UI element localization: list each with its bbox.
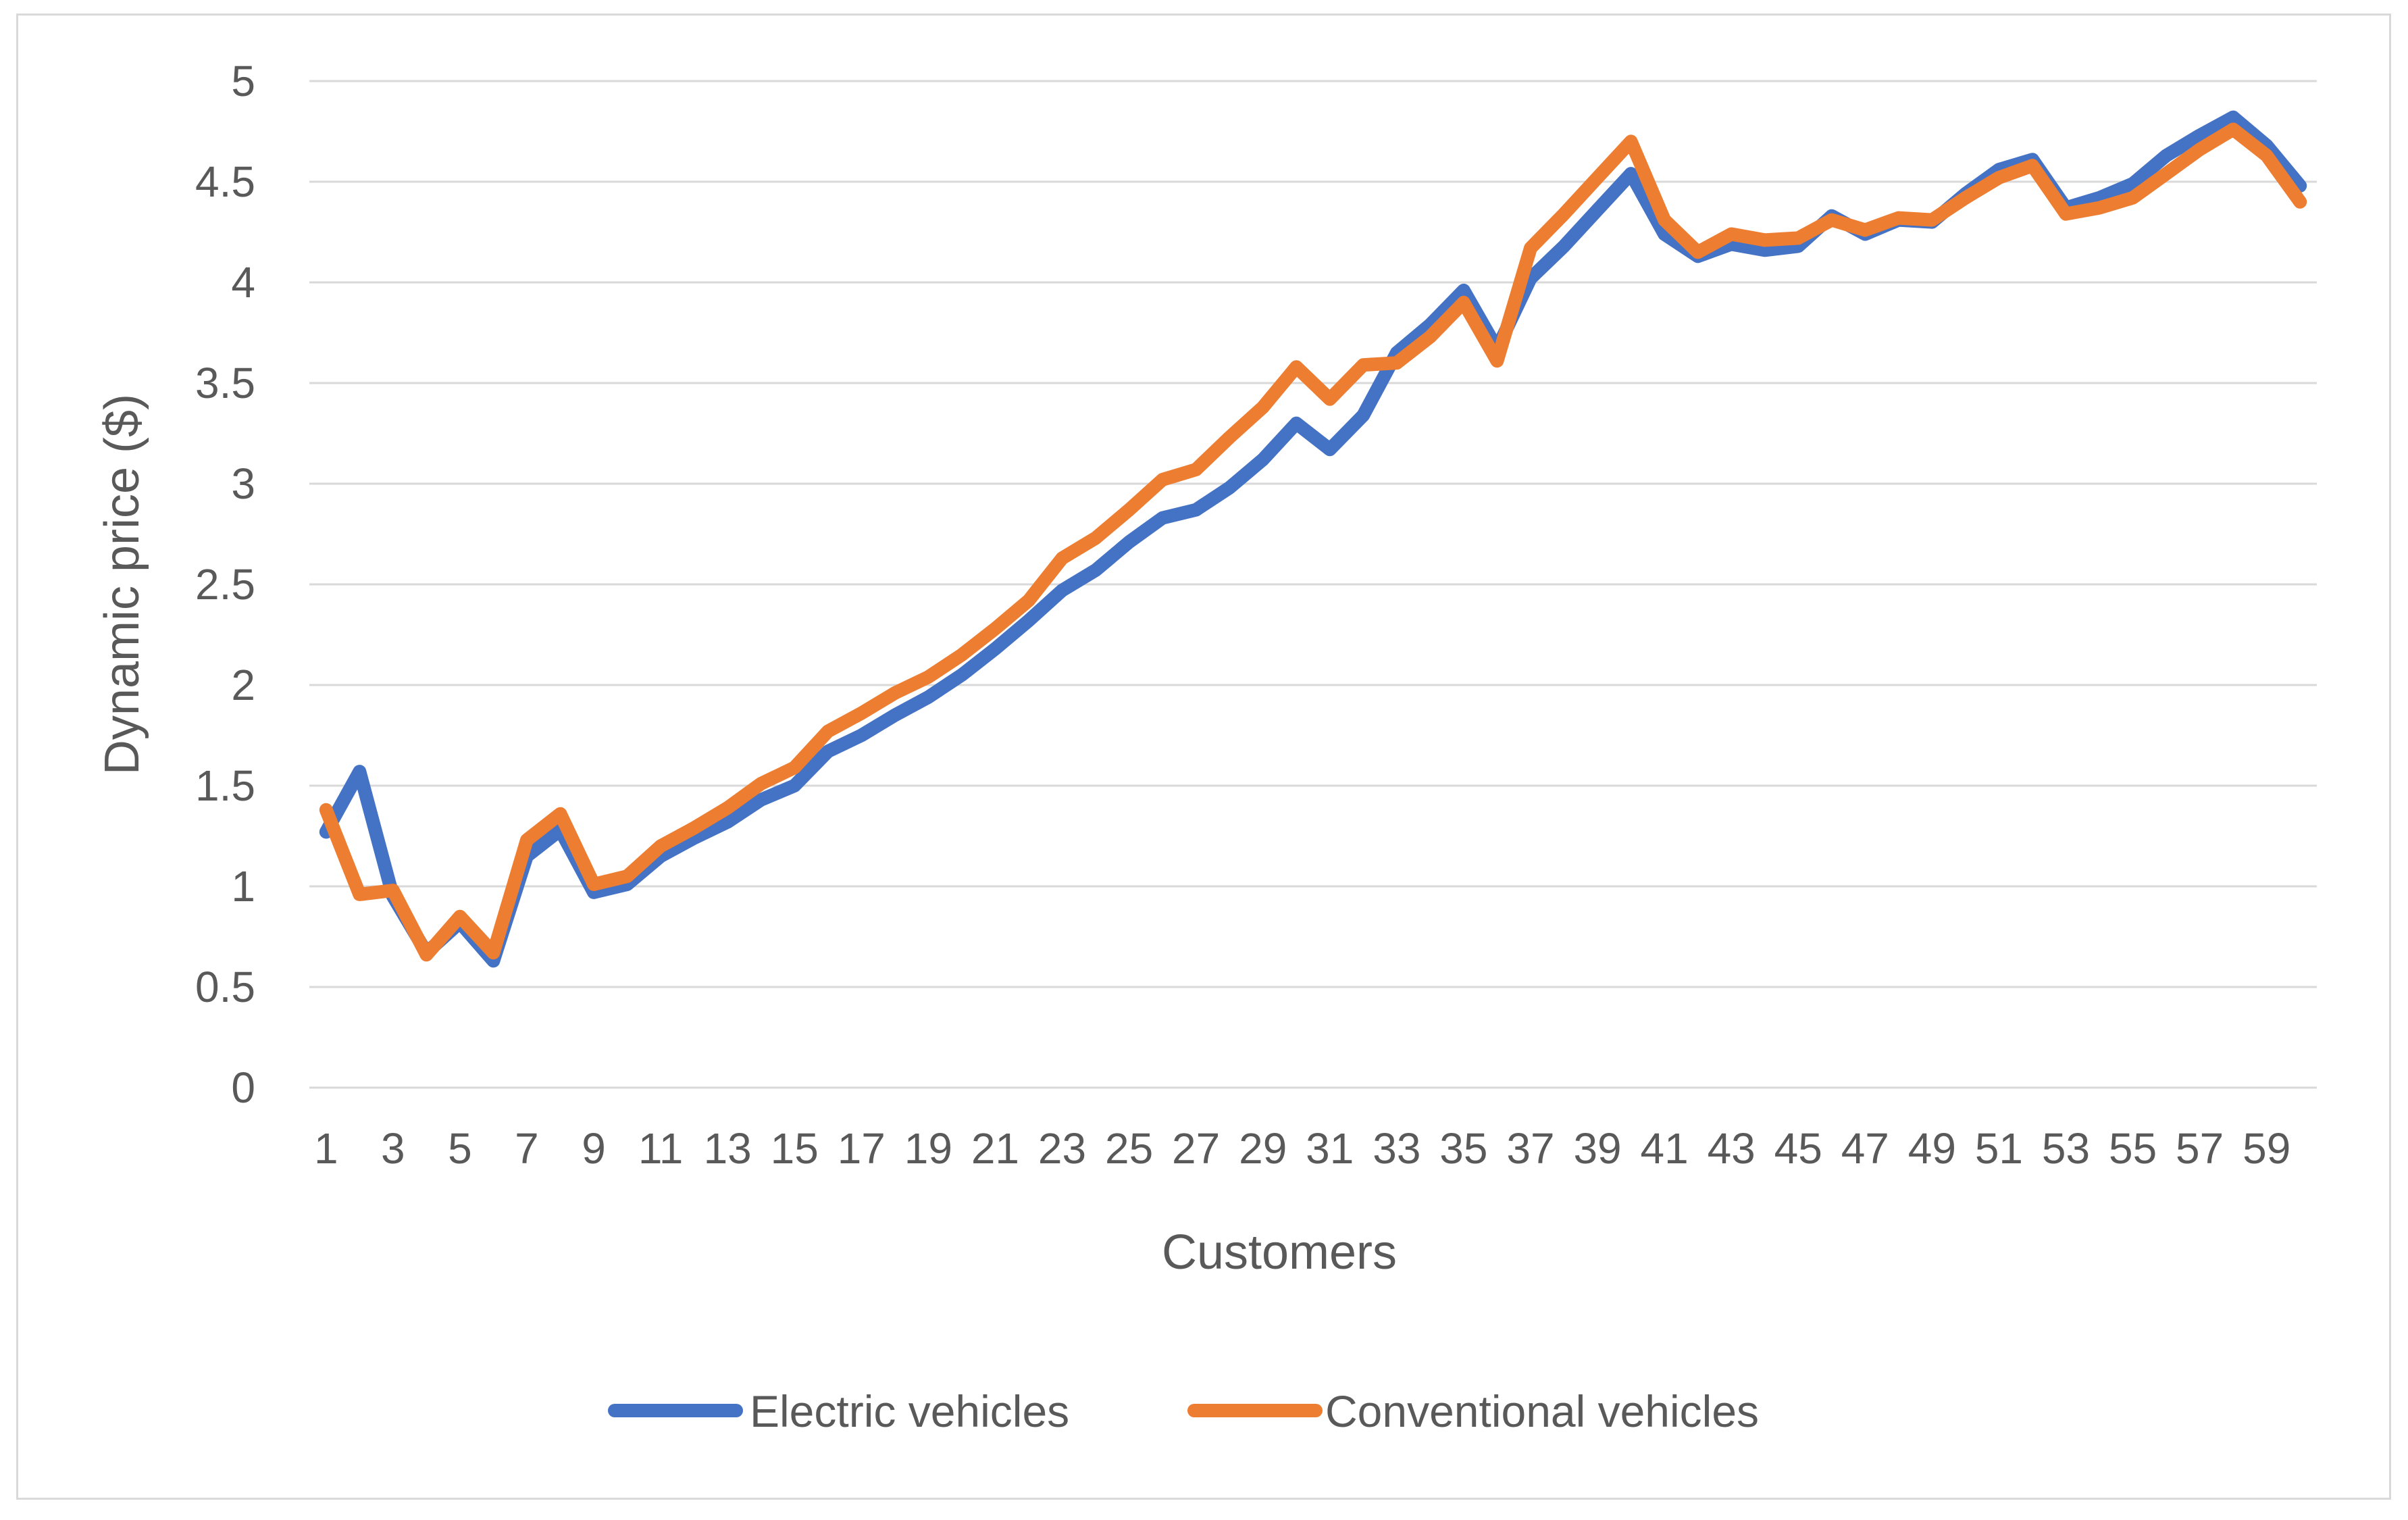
y-tick-label: 3.5 (195, 359, 255, 407)
x-tick-label: 13 (704, 1124, 752, 1173)
y-tick-label: 3 (231, 459, 255, 508)
series-line-conventional-vehicles (319, 122, 2307, 962)
x-tick-label: 5 (448, 1124, 472, 1173)
x-tick-label: 35 (1439, 1124, 1487, 1173)
y-tick-label: 2 (231, 661, 255, 709)
x-tick-label: 45 (1774, 1124, 1822, 1173)
legend-label: Conventional vehicles (1325, 1386, 1759, 1436)
x-tick-label: 1 (314, 1124, 338, 1173)
x-tick-label: 43 (1708, 1124, 1756, 1173)
x-tick-label: 49 (1908, 1124, 1956, 1173)
x-tick-label: 19 (904, 1124, 952, 1173)
legend: Electric vehicles Conventional vehicles (608, 1386, 1759, 1436)
series-layer (319, 110, 2307, 968)
x-tick-label: 11 (638, 1124, 683, 1173)
y-tick-label: 0.5 (195, 963, 255, 1011)
x-tick-label: 29 (1239, 1124, 1287, 1173)
x-tick-label: 51 (1975, 1124, 2023, 1173)
x-tick-label: 23 (1038, 1124, 1086, 1173)
y-axis-ticks: 0 0.5 1 1.5 2 2.5 3 3.5 4 4.5 5 (195, 57, 255, 1112)
x-tick-label: 9 (582, 1124, 606, 1173)
x-tick-label: 55 (2109, 1124, 2157, 1173)
x-tick-label: 39 (1573, 1124, 1621, 1173)
x-axis-title: Customers (1162, 1225, 1397, 1280)
x-tick-label: 7 (515, 1124, 539, 1173)
y-tick-label: 5 (231, 57, 255, 105)
x-tick-label: 59 (2243, 1124, 2290, 1173)
x-tick-label: 25 (1105, 1124, 1153, 1173)
x-tick-label: 27 (1172, 1124, 1220, 1173)
x-tick-label: 53 (2042, 1124, 2090, 1173)
y-axis-title: Dynamic price ($) (95, 394, 149, 775)
y-tick-label: 4.5 (195, 157, 255, 206)
gridlines (309, 80, 2317, 988)
x-tick-label: 31 (1306, 1124, 1354, 1173)
x-tick-label: 41 (1641, 1124, 1689, 1173)
legend-label: Electric vehicles (750, 1386, 1069, 1436)
x-tick-label: 21 (971, 1124, 1019, 1173)
x-tick-label: 37 (1506, 1124, 1554, 1173)
x-tick-label: 33 (1373, 1124, 1420, 1173)
y-tick-label: 1.5 (195, 761, 255, 810)
x-tick-label: 47 (1841, 1124, 1889, 1173)
series-line-electric-vehicles (319, 110, 2307, 968)
x-tick-label: 17 (838, 1124, 886, 1173)
chart-frame (16, 14, 2391, 1500)
x-axis-ticks: 1 3 5 7 9 11 13 15 17 19 21 23 25 27 29 31 33 35 37 39 41 43 4… (314, 1124, 2290, 1173)
y-tick-label: 2.5 (195, 560, 255, 609)
x-tick-label: 15 (771, 1124, 819, 1173)
x-tick-label: 57 (2176, 1124, 2224, 1173)
y-tick-label: 1 (231, 862, 255, 911)
y-tick-label: 4 (231, 258, 255, 307)
y-tick-label: 0 (231, 1063, 255, 1112)
x-tick-label: 3 (381, 1124, 405, 1173)
